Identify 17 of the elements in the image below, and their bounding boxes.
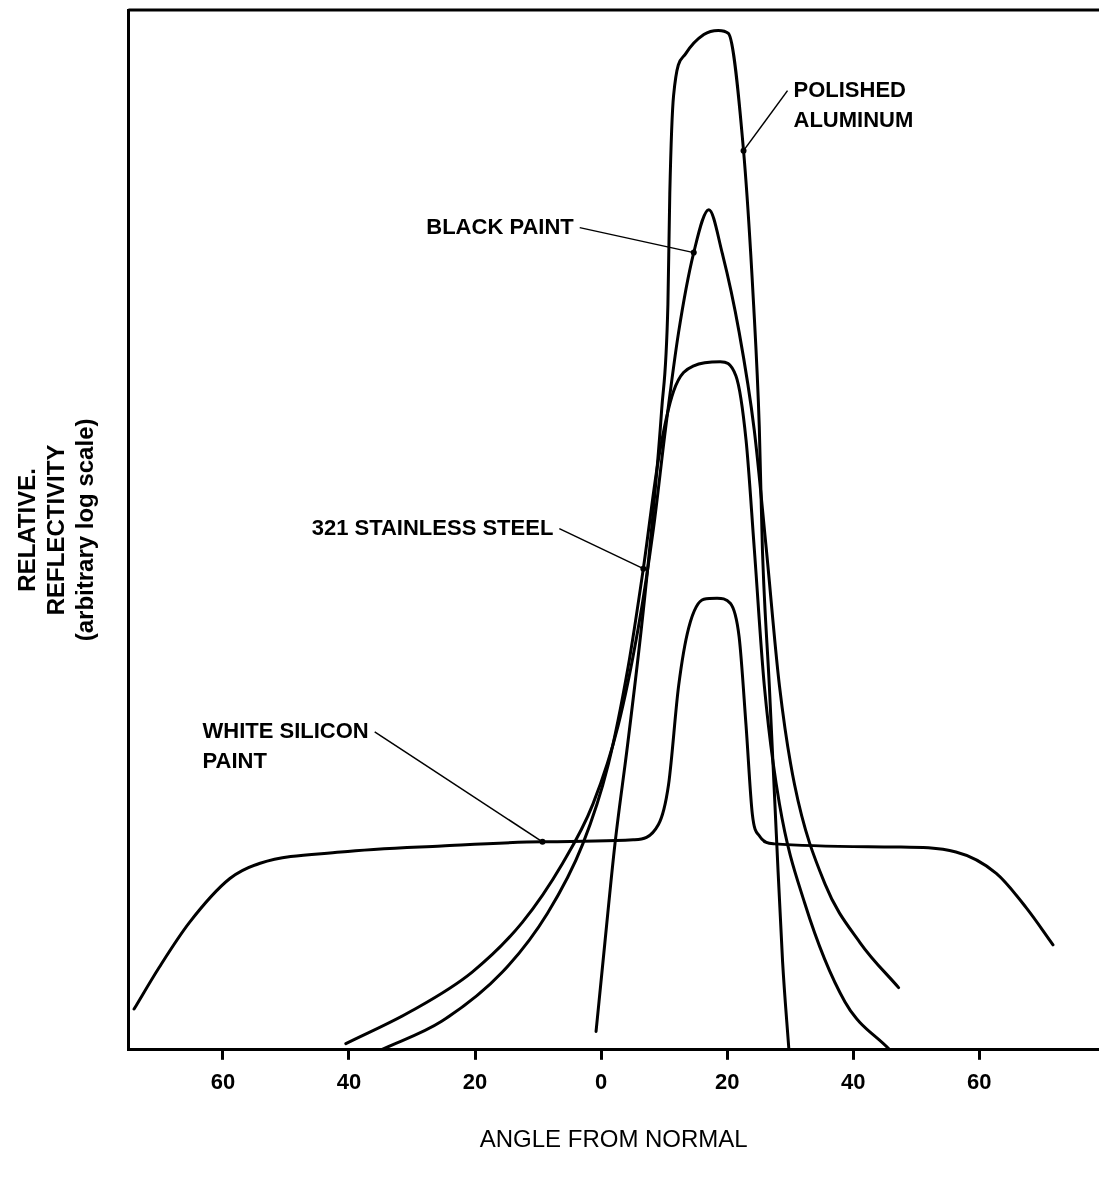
point — [740, 147, 747, 154]
text: BLACK PAINT — [426, 213, 575, 239]
y-axis-title: RELATIVE. REFLECTIVITY (arbitrary log scale) — [13, 418, 98, 642]
point — [640, 565, 647, 572]
point — [690, 249, 697, 256]
x-tick-label: 60 — [210, 1069, 236, 1095]
x-tick-label: 0 — [594, 1069, 608, 1095]
text: POLISHED ALUMINUM — [793, 76, 914, 132]
x-tick-label: 20 — [714, 1069, 740, 1095]
text: WHITE SILICON PAINT — [202, 717, 369, 773]
x-tick-label: 40 — [336, 1069, 362, 1095]
x-tick-label: 60 — [967, 1069, 992, 1095]
point — [539, 838, 546, 845]
x-tick-label: 20 — [462, 1069, 488, 1095]
text: 321 STAINLESS STEEL — [311, 514, 554, 540]
x-tick-label: 40 — [840, 1069, 866, 1095]
x-axis-title: ANGLE FROM NORMAL — [479, 1125, 748, 1153]
